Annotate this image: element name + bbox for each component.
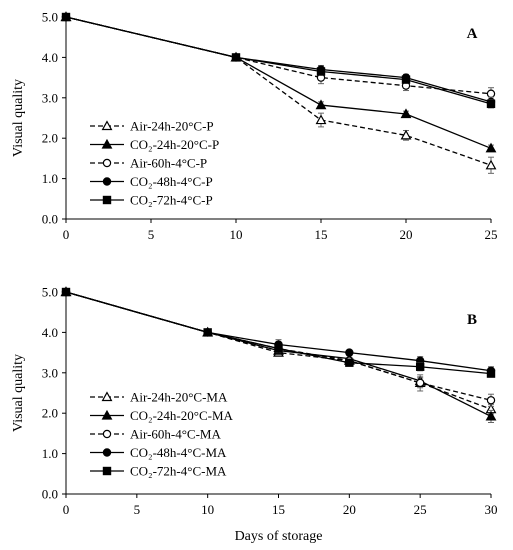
legend-marker: [102, 466, 112, 476]
y-tick-label: 4.0: [42, 50, 58, 65]
data-point: [345, 358, 354, 367]
legend-marker: [102, 177, 112, 186]
y-tick-label: 2.0: [42, 131, 58, 146]
y-axis-title: Visual quality: [11, 79, 26, 157]
data-point: [400, 129, 412, 140]
x-tick-label: 25: [485, 227, 498, 242]
x-tick-label: 5: [134, 502, 141, 517]
data-point: [415, 362, 425, 371]
data-point: [61, 287, 71, 297]
legend: Air-24h-20°C-P CO₂-24h-20°C-P Air-60h-4°C-…: [90, 119, 219, 208]
x-tick-label: 20: [400, 227, 413, 242]
y-tick-label: 3.0: [42, 365, 58, 380]
y-axis-title: Visual quality: [11, 354, 26, 432]
x-tick-label: 0: [63, 502, 70, 517]
x-tick-label: 15: [272, 502, 285, 517]
series-2: [60, 11, 497, 153]
legend-marker: [101, 391, 113, 402]
legend-marker: [101, 138, 113, 149]
series-1: [60, 11, 497, 174]
y-tick-label: 2.0: [42, 406, 58, 421]
x-tick-label: 5: [148, 227, 155, 242]
legend-marker: [101, 120, 113, 131]
y-tick-label: 5.0: [42, 10, 58, 25]
data-point: [316, 67, 326, 76]
legend-entry-label: CO₂-48h-4°C-P: [130, 174, 213, 189]
legend-marker: [102, 195, 112, 205]
series-line: [65, 16, 492, 105]
series-5: [61, 287, 496, 378]
legend-marker: [101, 409, 113, 420]
data-point: [486, 99, 496, 109]
data-point: [203, 328, 212, 337]
data-point: [315, 114, 327, 125]
panel-label: A: [467, 26, 478, 42]
y-tick-label: 0.0: [42, 212, 58, 227]
data-point: [345, 348, 354, 357]
data-point: [274, 344, 283, 353]
chart-panel-a: 0.0 1.0 2.0 3.0 4.0 5.0 0 5 10 15 20 25 Visual quali…: [11, 10, 498, 243]
data-point: [486, 396, 496, 405]
series-5: [61, 12, 496, 109]
data-point: [485, 410, 497, 421]
y-tick-label: 1.0: [42, 171, 58, 186]
data-point: [486, 369, 496, 378]
legend-entry-label: CO₂-24h-20°C-MA: [130, 408, 234, 423]
data-point: [485, 159, 497, 170]
legend-marker: [102, 429, 112, 439]
data-point: [400, 108, 412, 119]
x-axis-title: Days of storage: [235, 529, 323, 544]
data-point: [486, 89, 496, 98]
legend-entry-label: Air-24h-20°C-MA: [130, 390, 228, 405]
legend-entry-label: CO₂-72h-4°C-MA: [130, 464, 227, 479]
legend-entry-label: Air-60h-4°C-P: [130, 156, 207, 171]
y-tick-label: 0.0: [42, 487, 58, 502]
legend-entry-label: CO₂-24h-20°C-P: [130, 137, 219, 152]
legend-entry-label: CO₂-48h-4°C-MA: [130, 445, 227, 460]
y-tick-label: 3.0: [42, 90, 58, 105]
legend-entry-label: Air-24h-20°C-P: [130, 119, 214, 134]
data-point: [415, 378, 425, 388]
legend-marker: [102, 158, 112, 168]
x-tick-label: 0: [63, 227, 70, 242]
x-tick-label: 10: [230, 227, 243, 242]
data-point: [401, 75, 411, 84]
data-point: [485, 142, 497, 153]
y-tick-label: 4.0: [42, 325, 58, 340]
legend-entry-label: Air-60h-4°C-MA: [130, 427, 221, 442]
legend-marker: [102, 448, 112, 457]
series-4: [61, 12, 496, 108]
x-tick-label: 10: [201, 502, 214, 517]
x-tick-label: 25: [414, 502, 427, 517]
legend-entry-label: CO₂-72h-4°C-P: [130, 193, 213, 208]
x-tick-label: 15: [315, 227, 328, 242]
y-tick-label: 5.0: [42, 285, 58, 300]
series-line: [65, 291, 492, 375]
legend: Air-24h-20°C-MA CO₂-24h-20°C-MA Air-60h-4°…: [90, 390, 234, 479]
data-point: [315, 99, 327, 110]
chart-panel-b: 0.0 1.0 2.0 3.0 4.0 5.0 0 5 10 15 20 25 30 Visual qua…: [11, 285, 498, 545]
data-point: [231, 53, 241, 62]
series-line: [65, 291, 492, 372]
x-tick-label: 30: [485, 502, 498, 517]
series-line: [65, 16, 492, 95]
y-tick-label: 1.0: [42, 446, 58, 461]
panel-label: B: [467, 312, 477, 328]
series-4: [61, 287, 496, 376]
x-tick-label: 20: [343, 502, 356, 517]
data-point: [61, 12, 71, 22]
